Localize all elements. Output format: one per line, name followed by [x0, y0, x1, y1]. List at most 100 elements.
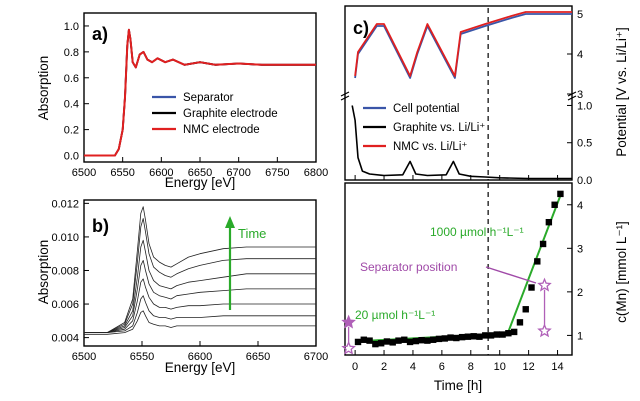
panel-c-ylabel-top: Potential [V vs. Li/Li⁺]: [614, 27, 629, 156]
y-tick-label: 5: [577, 9, 583, 21]
mn-point: [429, 336, 437, 343]
separator-star: [341, 314, 356, 329]
x-tick-label: 6700: [226, 167, 250, 179]
mn-point: [435, 335, 443, 343]
x-tick-label: 6700: [304, 351, 328, 363]
mn-point: [545, 218, 553, 226]
x-tick-label: 6500: [72, 167, 96, 179]
time-arrow: Time: [225, 216, 266, 310]
spectrum-line-3: [84, 259, 316, 334]
x-tick-label: 6550: [110, 167, 134, 179]
spectrum-line-1: [84, 295, 316, 334]
mn-point: [505, 330, 512, 337]
graphite-potential-line: [351, 105, 572, 180]
mn-point: [354, 338, 362, 346]
x-tick-label: 6650: [188, 167, 212, 179]
mn-point: [528, 284, 535, 291]
panel-b-xlabel: Energy [eV]: [165, 360, 236, 375]
potential-line-0: [354, 13, 572, 79]
mn-point: [412, 337, 420, 345]
y-tick-label: 0.012: [51, 198, 79, 210]
axis-break-mark: [340, 91, 350, 97]
panel-c-top-lines: [351, 8, 572, 180]
y-tick-label: 0.4: [64, 99, 79, 111]
y-tick-label: 0.6: [64, 73, 79, 85]
y-tick-label: 4: [577, 49, 583, 61]
mn-point: [377, 340, 385, 347]
spectrum-line-0: [84, 310, 316, 335]
mn-point: [487, 332, 495, 339]
separator-star: [341, 340, 356, 355]
mn-point: [557, 190, 564, 198]
panel-a-ylabel: Absorption: [36, 56, 51, 121]
mn-point: [418, 336, 425, 344]
legend-nmc-li: NMC vs. Li/Li⁺: [393, 141, 467, 153]
series-line-2: [84, 28, 316, 157]
x-tick-label: 6650: [246, 351, 270, 363]
y-tick-label: 1.0: [577, 100, 592, 112]
y-tick-label: 0.5: [577, 138, 592, 150]
legend-graphite: Graphite electrode: [183, 108, 278, 120]
panel-b: b) 6500 6550 6600 6650 6700 0.004 0.006 0.008 0.…: [36, 198, 328, 375]
axis-break-mark: [567, 95, 577, 101]
time-annotation: Time: [238, 226, 266, 241]
panel-c-legend: Cell potential Graphite vs. Li/Li⁺ NMC v…: [363, 103, 485, 153]
mn-point: [522, 306, 529, 313]
separator-star: [537, 277, 552, 292]
mn-point: [441, 335, 448, 342]
fast-rate-annotation: 1000 µmol h⁻¹L⁻¹: [430, 225, 524, 239]
mn-point: [493, 331, 501, 338]
mn-point: [424, 337, 431, 344]
y-tick-label: 0.8: [64, 47, 79, 59]
mn-point: [482, 332, 489, 339]
panel-c-ylabel-bottom: c(Mn) [mmol L⁻¹]: [614, 221, 629, 323]
x-tick-label: 0: [352, 361, 358, 373]
mn-point: [395, 337, 402, 344]
separator-star: [537, 323, 552, 338]
x-tick-label: 8: [468, 361, 474, 373]
y-tick-label: 0.008: [51, 265, 79, 277]
panel-a-xlabel: Energy [eV]: [165, 175, 236, 190]
mn-point: [389, 339, 396, 346]
x-tick-label: 6: [439, 361, 445, 373]
x-tick-label: 6550: [130, 351, 154, 363]
mn-point: [366, 337, 373, 344]
mn-point: [534, 258, 541, 265]
x-tick-label: 14: [551, 361, 563, 373]
legend-nmc: NMC electrode: [183, 124, 260, 136]
x-tick-label: 6600: [149, 167, 173, 179]
panel-c-bottom-frame: [344, 182, 573, 356]
panel-a: a) 6500 6550 6600 6650 6700 6750 6800 0.0 0.2 0.4…: [36, 12, 328, 190]
y-tick-label: 0.0: [577, 175, 592, 187]
panel-c-bottom-data: [341, 183, 564, 355]
mn-point: [383, 338, 391, 345]
axis-break-mark: [567, 91, 577, 97]
x-tick-label: 6600: [188, 351, 212, 363]
mn-point: [510, 328, 518, 336]
panel-c-xlabel: Time [h]: [434, 378, 482, 393]
panel-a-label: a): [92, 24, 108, 44]
mn-point: [539, 240, 547, 248]
panel-a-legend: Separator Graphite electrode NMC electro…: [152, 92, 278, 136]
y-tick-label: 0.004: [51, 333, 79, 345]
panel-b-ticks: 6500 6550 6600 6650 6700 0.004 0.006 0.008 0.010…: [51, 198, 328, 363]
x-tick-label: 2: [381, 361, 387, 373]
spectrum-line-2: [84, 278, 316, 334]
slow-rate-annotation: 20 µmol h⁻¹L⁻¹: [355, 308, 435, 322]
mn-point: [360, 336, 367, 343]
x-tick-label: 10: [494, 361, 506, 373]
panel-b-ylabel: Absorption: [36, 240, 51, 305]
separator-annotation: Separator position: [360, 260, 457, 274]
x-tick-label: 12: [522, 361, 534, 373]
mn-point: [551, 201, 558, 208]
potential-line-2: [354, 11, 572, 77]
x-tick-label: 4: [410, 361, 416, 373]
spectrum-line-5: [84, 218, 316, 334]
axis-break-mark: [340, 95, 350, 101]
axis-break: [340, 91, 577, 101]
spectrum-line-6: [84, 206, 316, 334]
panel-b-lines: [84, 206, 316, 335]
mn-point: [406, 338, 414, 346]
legend-graphite-li: Graphite vs. Li/Li⁺: [393, 122, 485, 134]
